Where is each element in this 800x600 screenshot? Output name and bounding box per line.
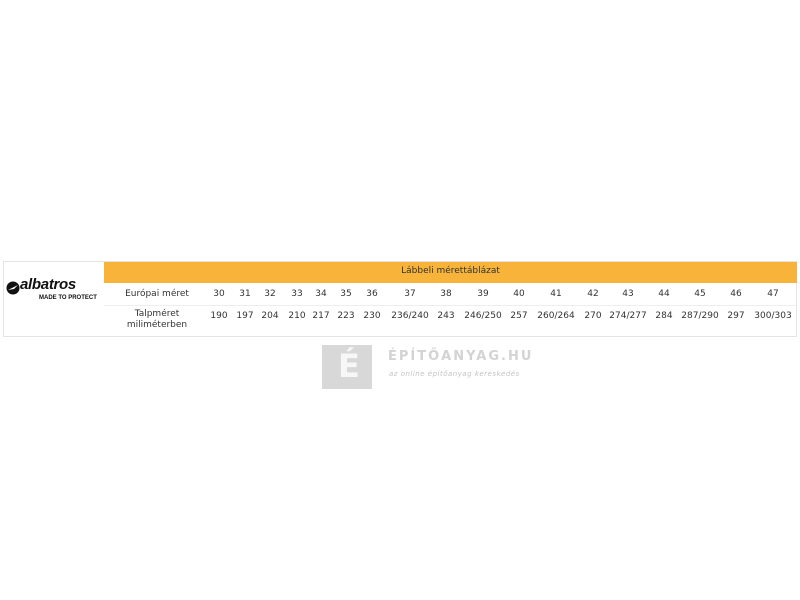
table-cell: 35 xyxy=(340,289,352,299)
table-cell: 37 xyxy=(404,289,416,299)
watermark-text: ÉPÍTŐANYAG.HU xyxy=(388,349,534,364)
table-row-eu-size: Európai méret 30 31 32 33 34 35 36 37 38 39 40 41 42… xyxy=(104,283,797,306)
logo-text: albatros xyxy=(20,276,76,293)
table-cell: 46 xyxy=(730,289,742,299)
table-cell: 287/290 xyxy=(681,311,719,321)
table-cell: 42 xyxy=(587,289,599,299)
table-cell: 197 xyxy=(236,311,254,321)
table-cell: 30 xyxy=(213,289,225,299)
table-cell: 257 xyxy=(510,311,528,321)
table-cell: 31 xyxy=(239,289,251,299)
table-header: Lábbeli mérettáblázat xyxy=(104,262,797,283)
row-label: Európai méret xyxy=(125,289,189,299)
table-cell: 243 xyxy=(437,311,455,321)
table-cell: 45 xyxy=(694,289,706,299)
table-cell: 270 xyxy=(584,311,602,321)
table-cell: 33 xyxy=(291,289,303,299)
table-cell: 217 xyxy=(312,311,330,321)
table-cell: 223 xyxy=(337,311,355,321)
watermark-slogan: az online építőanyag kereskedés xyxy=(389,370,520,378)
table-title: Lábbeli mérettáblázat xyxy=(401,266,500,276)
table-cell: 40 xyxy=(513,289,525,299)
albatros-logo: albatros MADE TO PROTECT xyxy=(6,276,102,306)
table-cell: 236/240 xyxy=(391,311,429,321)
table-row-sole-length: Talpméret miliméterben 190 197 204 210 217 22… xyxy=(104,305,797,336)
table-cell: 190 xyxy=(210,311,228,321)
watermark-letter: É xyxy=(338,347,360,385)
logo-tagline: MADE TO PROTECT xyxy=(39,295,97,301)
albatros-bird-icon xyxy=(6,281,20,295)
table-cell: 44 xyxy=(658,289,670,299)
table-cell: 260/264 xyxy=(537,311,575,321)
table-cell: 32 xyxy=(264,289,276,299)
row-label: Talpméret miliméterben xyxy=(126,309,188,330)
table-cell: 274/277 xyxy=(609,311,647,321)
table-cell: 34 xyxy=(315,289,327,299)
table-cell: 38 xyxy=(440,289,452,299)
table-cell: 297 xyxy=(727,311,745,321)
table-cell: 36 xyxy=(366,289,378,299)
table-cell: 41 xyxy=(550,289,562,299)
watermark-logo: É xyxy=(322,345,372,389)
table-cell: 204 xyxy=(261,311,279,321)
table-cell: 246/250 xyxy=(464,311,502,321)
size-chart-frame xyxy=(3,261,797,337)
table-cell: 300/303 xyxy=(754,311,792,321)
table-cell: 47 xyxy=(767,289,779,299)
table-cell: 39 xyxy=(477,289,489,299)
table-cell: 43 xyxy=(622,289,634,299)
table-cell: 284 xyxy=(655,311,673,321)
table-cell: 210 xyxy=(288,311,306,321)
table-cell: 230 xyxy=(363,311,381,321)
